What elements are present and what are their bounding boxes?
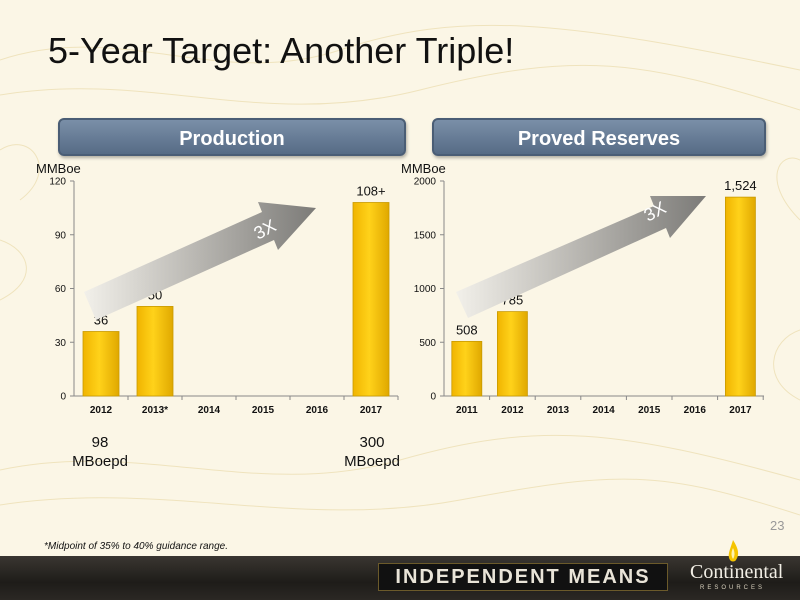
reserves-x-tick-label: 2016	[684, 405, 707, 416]
reserves-data-label: 1,524	[724, 178, 757, 193]
production-y-tick-label: 0	[60, 392, 66, 403]
brand-logo: Continental	[690, 561, 783, 584]
reserves-y-tick-label: 1500	[414, 230, 437, 241]
reserves-data-label: 508	[456, 322, 478, 337]
reserves-bar-2011	[452, 341, 482, 396]
tagline-banner: INDEPENDENT MEANS	[378, 563, 668, 591]
rate-unit: MBoepd	[337, 452, 407, 471]
production-growth-arrow: 3X	[84, 202, 316, 320]
production-bar-2017	[353, 203, 389, 397]
footnote: *Midpoint of 35% to 40% guidance range.	[44, 541, 228, 552]
reserves-y-tick-label: 500	[419, 338, 436, 349]
production-y-tick-label: 60	[55, 284, 67, 295]
reserves-x-tick-label: 2015	[638, 405, 661, 416]
production-x-tick-label: 2014	[198, 405, 221, 416]
production-data-label: 108+	[356, 184, 385, 199]
rate-value: 300	[337, 433, 407, 452]
reserves-x-tick-label: 2012	[501, 405, 524, 416]
reserves-growth-arrow: 3X	[456, 196, 706, 318]
production-bar-2013	[137, 306, 173, 396]
reserves-x-tick-label: 2014	[592, 405, 615, 416]
production-x-tick-label: 2012	[90, 405, 113, 416]
page-number: 23	[770, 518, 784, 533]
reserves-y-tick-label: 0	[430, 392, 436, 403]
production-y-tick-label: 30	[55, 338, 67, 349]
reserves-x-tick-label: 2017	[729, 405, 752, 416]
reserves-y-tick-label: 1000	[414, 284, 437, 295]
reserves-y-tick-label: 2000	[414, 177, 437, 188]
reserves-bar-2017	[725, 197, 755, 396]
production-x-tick-label: 2013*	[142, 405, 168, 416]
production-rate-2017: 300 MBoepd	[337, 433, 407, 471]
reserves-x-tick-label: 2011	[456, 405, 478, 416]
reserves-x-tick-label: 2013	[547, 405, 570, 416]
production-x-tick-label: 2015	[252, 405, 275, 416]
production-x-tick-label: 2017	[360, 405, 383, 416]
production-bar-2012	[83, 332, 119, 397]
production-rate-2012: 98 MBoepd	[68, 433, 132, 471]
production-x-tick-label: 2016	[306, 405, 329, 416]
rate-unit: MBoepd	[68, 452, 132, 471]
production-y-tick-label: 120	[49, 177, 66, 188]
production-y-tick-label: 90	[55, 230, 67, 241]
rate-value: 98	[68, 433, 132, 452]
reserves-bar-2012	[497, 312, 527, 396]
brand-subtext: RESOURCES	[700, 585, 765, 591]
